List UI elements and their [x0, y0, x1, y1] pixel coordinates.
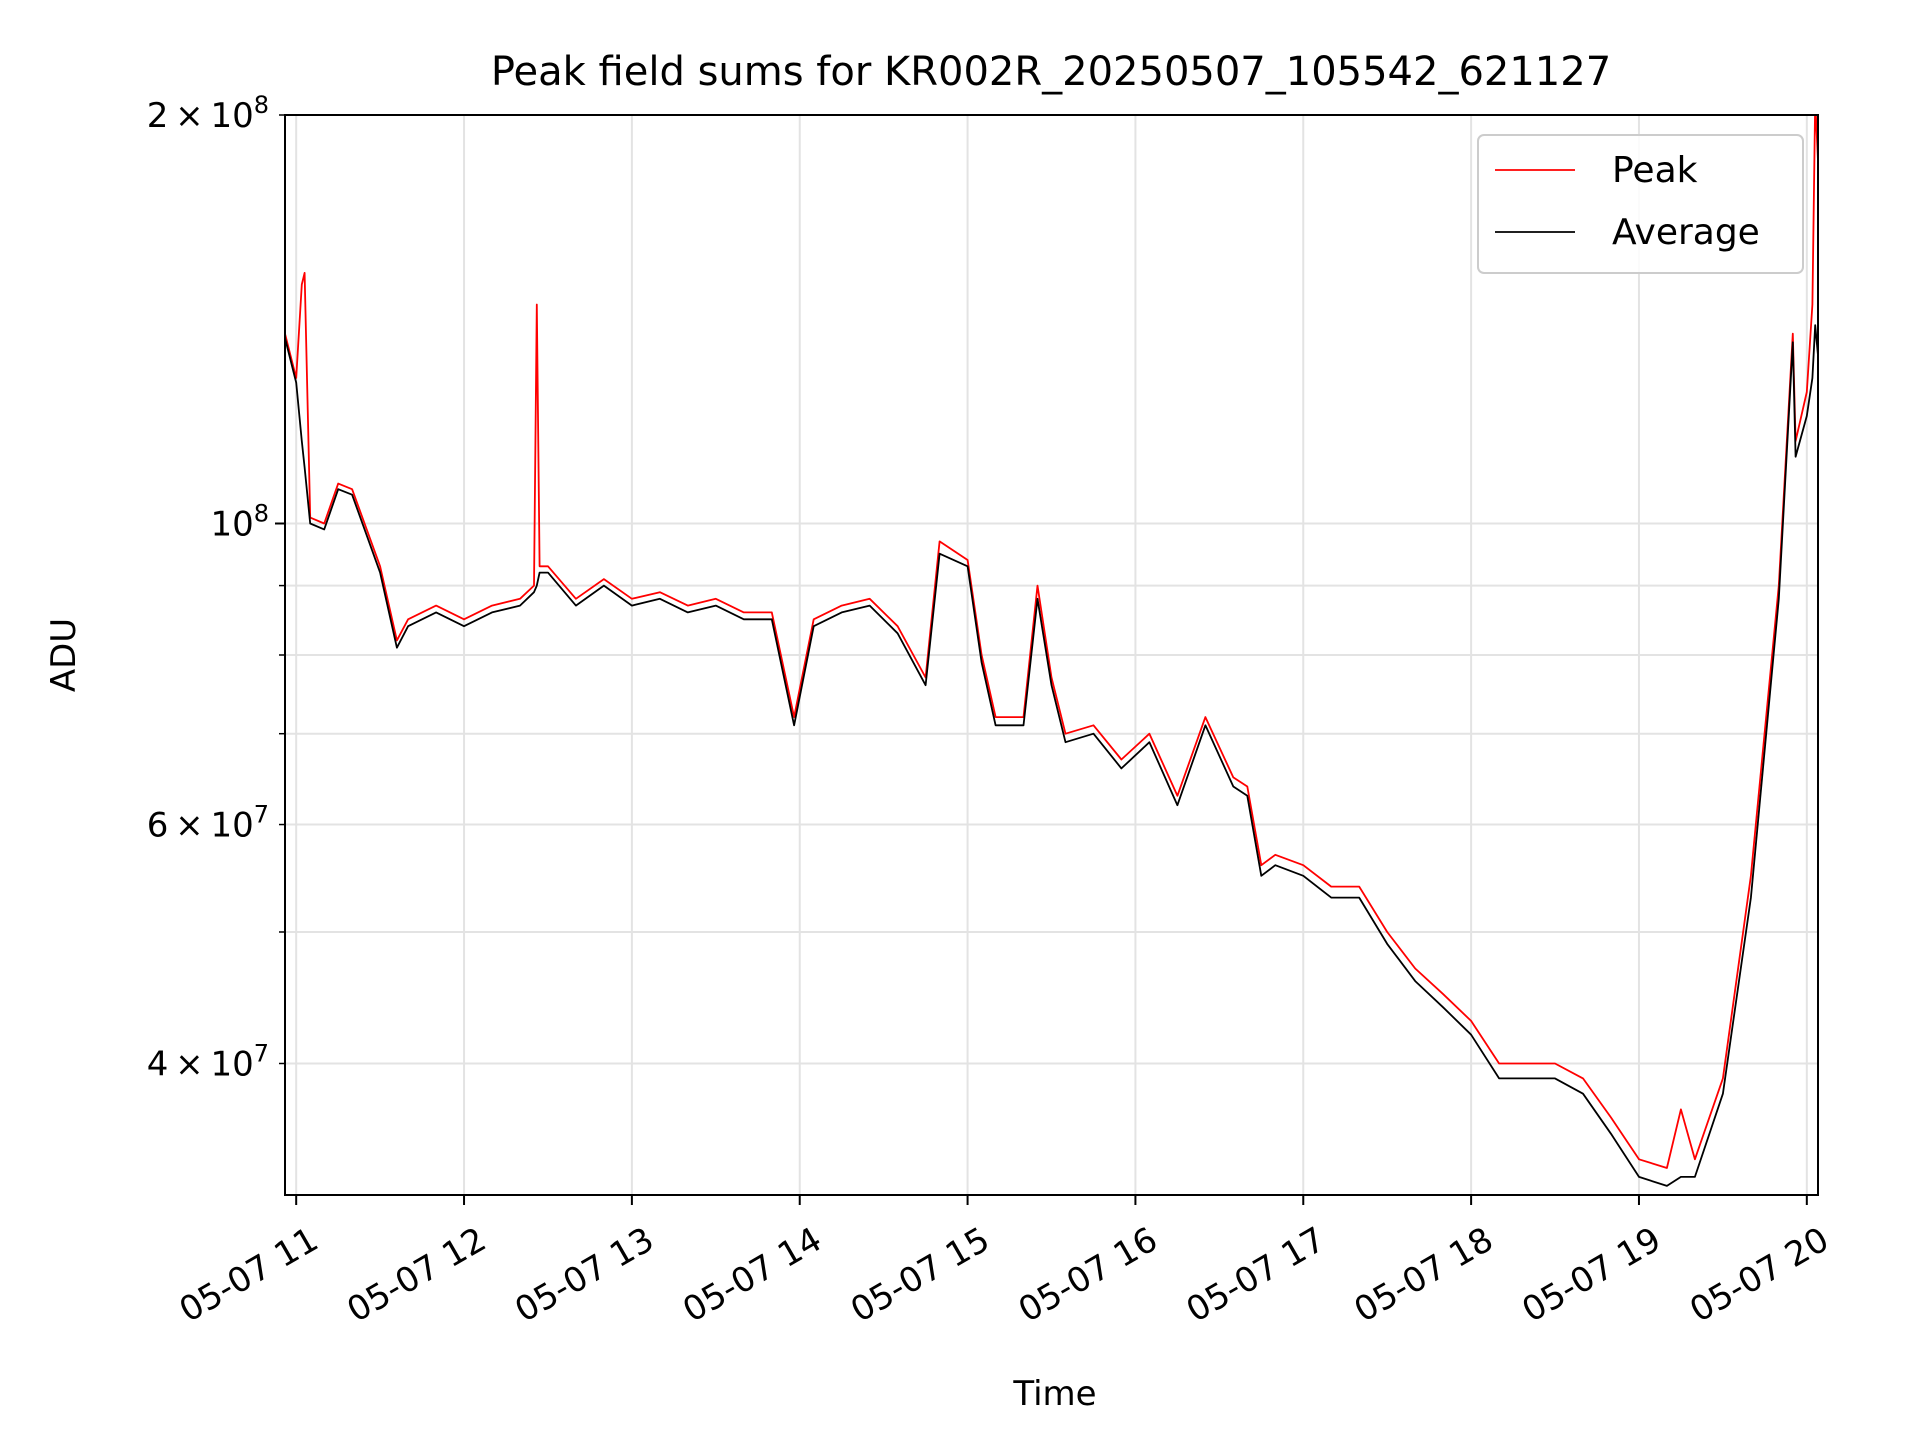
series-line-peak [285, 115, 1818, 1169]
y-tick-label: 2 × 108 [147, 91, 269, 136]
legend-label-average: Average [1612, 212, 1760, 253]
legend: Peak Average [1477, 134, 1804, 274]
x-axis-label: Time [1012, 1374, 1096, 1414]
y-tick-label: 108 [210, 499, 269, 544]
y-tick-label: 6 × 107 [147, 801, 269, 846]
plot-series [285, 115, 1818, 1187]
series-line-average [285, 324, 1818, 1187]
legend-label-peak: Peak [1612, 150, 1698, 191]
y-axis-label: ADU [44, 618, 84, 692]
y-tick-label: 4 × 107 [147, 1039, 269, 1084]
chart-title: Peak field sums for KR002R_20250507_1055… [491, 49, 1611, 95]
